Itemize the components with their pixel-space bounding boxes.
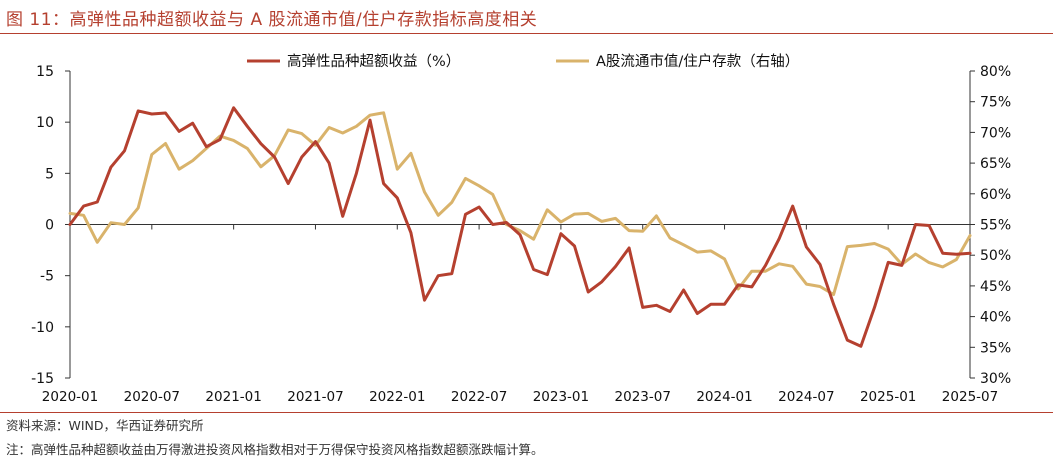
right-tick-label: 40% — [980, 310, 1011, 326]
left-tick-label: 0 — [45, 218, 54, 234]
figure-title: 图 11：高弹性品种超额收益与 A 股流通市值/住户存款指标高度相关 — [6, 10, 538, 30]
right-tick-label: 70% — [980, 125, 1011, 141]
left-tick-label: 5 — [45, 166, 54, 182]
chart-legend: 高弹性品种超额收益（%） A股流通市值/住户存款（右轴） — [247, 53, 799, 70]
right-tick-label: 50% — [980, 248, 1011, 264]
right-tick-label: 60% — [980, 187, 1011, 203]
right-tick-label: 55% — [980, 218, 1011, 234]
legend-item-excess-return: 高弹性品种超额收益（%） — [247, 53, 460, 70]
x-tick-label: 2020-01 — [42, 389, 98, 405]
right-tick-label: 45% — [980, 279, 1011, 295]
x-tick-label: 2023-07 — [615, 389, 671, 405]
right-tick-label: 35% — [980, 340, 1011, 356]
left-tick-label: -5 — [40, 269, 54, 285]
left-tick-label: 10 — [36, 115, 54, 131]
x-tick-label: 2025-01 — [860, 389, 916, 405]
x-tick-label: 2021-07 — [287, 389, 343, 405]
legend-label: 高弹性品种超额收益（%） — [287, 53, 460, 70]
footer-rule — [0, 412, 1053, 413]
series-line-excess-return — [68, 106, 972, 348]
chart-ticks: 15 10 5 0 -5 -10 -15 80% 75% 70% 65% 60% 55% 50% 45% 40… — [31, 64, 1011, 405]
left-tick-label: -15 — [31, 371, 54, 387]
x-tick-label: 2024-07 — [778, 389, 834, 405]
footnote: 注：高弹性品种超额收益由万得激进投资风格指数相对于万得保守投资风格指数超额涨跌幅… — [6, 442, 544, 457]
chart-axes — [69, 71, 971, 378]
right-tick-label: 75% — [980, 95, 1011, 111]
right-tick-label: 65% — [980, 156, 1011, 172]
line-chart: 15 10 5 0 -5 -10 -15 80% 75% 70% 65% 60% 55% 50% 45% 40… — [31, 53, 1011, 405]
left-tick-label: 15 — [36, 64, 54, 80]
source-note: 资料来源：WIND，华西证券研究所 — [6, 418, 204, 433]
x-tick-label: 2024-01 — [696, 389, 752, 405]
title-rule — [0, 33, 1053, 34]
right-tick-label: 30% — [980, 371, 1011, 387]
x-tick-label: 2021-01 — [205, 389, 261, 405]
legend-label: A股流通市值/住户存款（右轴） — [596, 53, 799, 70]
x-tick-label: 2022-01 — [369, 389, 425, 405]
x-tick-label: 2022-07 — [451, 389, 507, 405]
x-tick-label: 2020-07 — [124, 389, 180, 405]
right-tick-label: 80% — [980, 64, 1011, 80]
x-tick-label: 2023-01 — [533, 389, 589, 405]
legend-item-market-cap-ratio: A股流通市值/住户存款（右轴） — [556, 53, 799, 70]
chart-lines — [68, 106, 972, 348]
left-tick-label: -10 — [31, 320, 54, 336]
series-line-market-cap-ratio — [68, 111, 972, 296]
x-tick-label: 2025-07 — [942, 389, 998, 405]
